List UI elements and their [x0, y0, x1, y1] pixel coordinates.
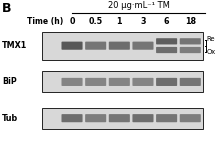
- FancyBboxPatch shape: [109, 114, 130, 122]
- FancyBboxPatch shape: [156, 78, 177, 86]
- Text: Ox: Ox: [207, 49, 215, 56]
- FancyBboxPatch shape: [85, 114, 106, 122]
- Text: 0.5: 0.5: [89, 17, 103, 26]
- FancyBboxPatch shape: [61, 114, 83, 122]
- Text: Time (h): Time (h): [27, 17, 63, 26]
- FancyBboxPatch shape: [61, 78, 83, 86]
- FancyBboxPatch shape: [132, 42, 154, 50]
- FancyBboxPatch shape: [156, 114, 177, 122]
- FancyBboxPatch shape: [156, 38, 177, 44]
- Bar: [42, 32, 203, 60]
- Text: 20 μg·mL⁻¹ TM: 20 μg·mL⁻¹ TM: [108, 1, 170, 10]
- FancyBboxPatch shape: [132, 114, 154, 122]
- FancyBboxPatch shape: [180, 47, 201, 53]
- Text: 3: 3: [140, 17, 146, 26]
- FancyBboxPatch shape: [61, 42, 83, 50]
- FancyBboxPatch shape: [180, 78, 201, 86]
- FancyBboxPatch shape: [156, 47, 177, 53]
- Text: B: B: [2, 2, 12, 15]
- Text: TMX1: TMX1: [2, 41, 27, 50]
- Text: 6: 6: [164, 17, 169, 26]
- FancyBboxPatch shape: [85, 42, 106, 50]
- FancyBboxPatch shape: [109, 78, 130, 86]
- Text: Tub: Tub: [2, 114, 18, 123]
- Text: BiP: BiP: [2, 77, 17, 86]
- FancyBboxPatch shape: [180, 114, 201, 122]
- Bar: [42, 108, 203, 129]
- Text: Red: Red: [207, 36, 215, 42]
- FancyBboxPatch shape: [180, 38, 201, 44]
- FancyBboxPatch shape: [132, 78, 154, 86]
- FancyBboxPatch shape: [85, 78, 106, 86]
- Text: 18: 18: [185, 17, 196, 26]
- Bar: [42, 71, 203, 93]
- Text: 0: 0: [69, 17, 75, 26]
- FancyBboxPatch shape: [109, 42, 130, 50]
- Text: 1: 1: [117, 17, 122, 26]
